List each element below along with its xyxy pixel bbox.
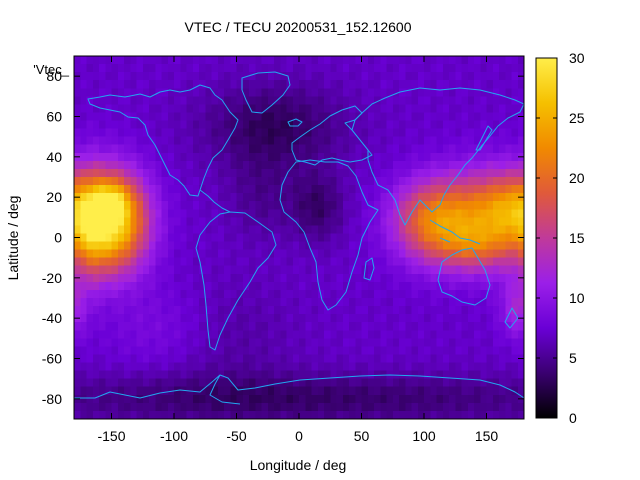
coastline-southeast-asia	[429, 219, 481, 245]
coastline-south-america	[195, 211, 277, 351]
coastline-madagascar	[363, 257, 375, 281]
y-tick-label: -60	[42, 351, 62, 367]
x-tick-label: 0	[295, 428, 303, 444]
colorbar-ticks: 0 5 10 15 20 25 30	[536, 50, 585, 426]
coastline-new-zealand	[504, 307, 519, 329]
plot-key-label: 'Vtec_	[33, 62, 69, 77]
coastline-antarctica	[74, 374, 524, 399]
coastlines	[74, 71, 524, 405]
x-axis: -150 -100 -50 0 50 100 150	[97, 56, 498, 444]
x-axis-label: Longitude / deg	[250, 457, 347, 473]
x-tick-label: 50	[354, 428, 370, 444]
y-tick-label: 20	[46, 189, 62, 205]
colorbar-tick-label: 10	[569, 290, 585, 306]
coastline-asia	[351, 87, 524, 226]
x-tick-label: 150	[475, 428, 499, 444]
y-tick-label: 80	[46, 68, 62, 84]
colorbar-tick-label: 20	[569, 170, 585, 186]
y-tick-label: 0	[54, 230, 62, 246]
coastline-north-america	[87, 84, 239, 197]
y-tick-label: 60	[46, 109, 62, 125]
x-tick-label: -50	[226, 428, 246, 444]
coastline-central-america	[199, 189, 231, 213]
x-tick-label: -150	[97, 428, 125, 444]
coastline-australia	[437, 247, 491, 306]
x-tick-label: -100	[160, 428, 188, 444]
chart-title: VTEC / TECU 20200531_152.12600	[184, 19, 411, 35]
y-tick-label: -80	[42, 391, 62, 407]
coastline-africa	[279, 159, 379, 311]
y-tick-label: -40	[42, 310, 62, 326]
coastline-antarctic-peninsula	[209, 374, 241, 405]
colorbar: 0 5 10 15 20 25 30	[535, 50, 585, 426]
coastline-japan	[475, 125, 493, 151]
colorbar-tick-label: 15	[569, 230, 585, 246]
y-tick-label: 40	[46, 149, 62, 165]
coastline-greenland	[241, 71, 291, 114]
y-tick-label: -20	[42, 270, 62, 286]
colorbar-tick-label: 30	[569, 50, 585, 66]
colorbar-tick-label: 0	[569, 410, 577, 426]
y-axis-label: Latitude / deg	[5, 196, 21, 281]
heatmap-area	[74, 56, 524, 419]
colorbar-tick-label: 5	[569, 350, 577, 366]
colorbar-tick-label: 25	[569, 110, 585, 126]
x-tick-label: 100	[412, 428, 436, 444]
coastline-iceland	[287, 118, 303, 127]
y-axis: -80 -60 -40 -20 0 20 40 60 80	[42, 68, 524, 407]
tec-heatmap-raster	[74, 56, 524, 419]
